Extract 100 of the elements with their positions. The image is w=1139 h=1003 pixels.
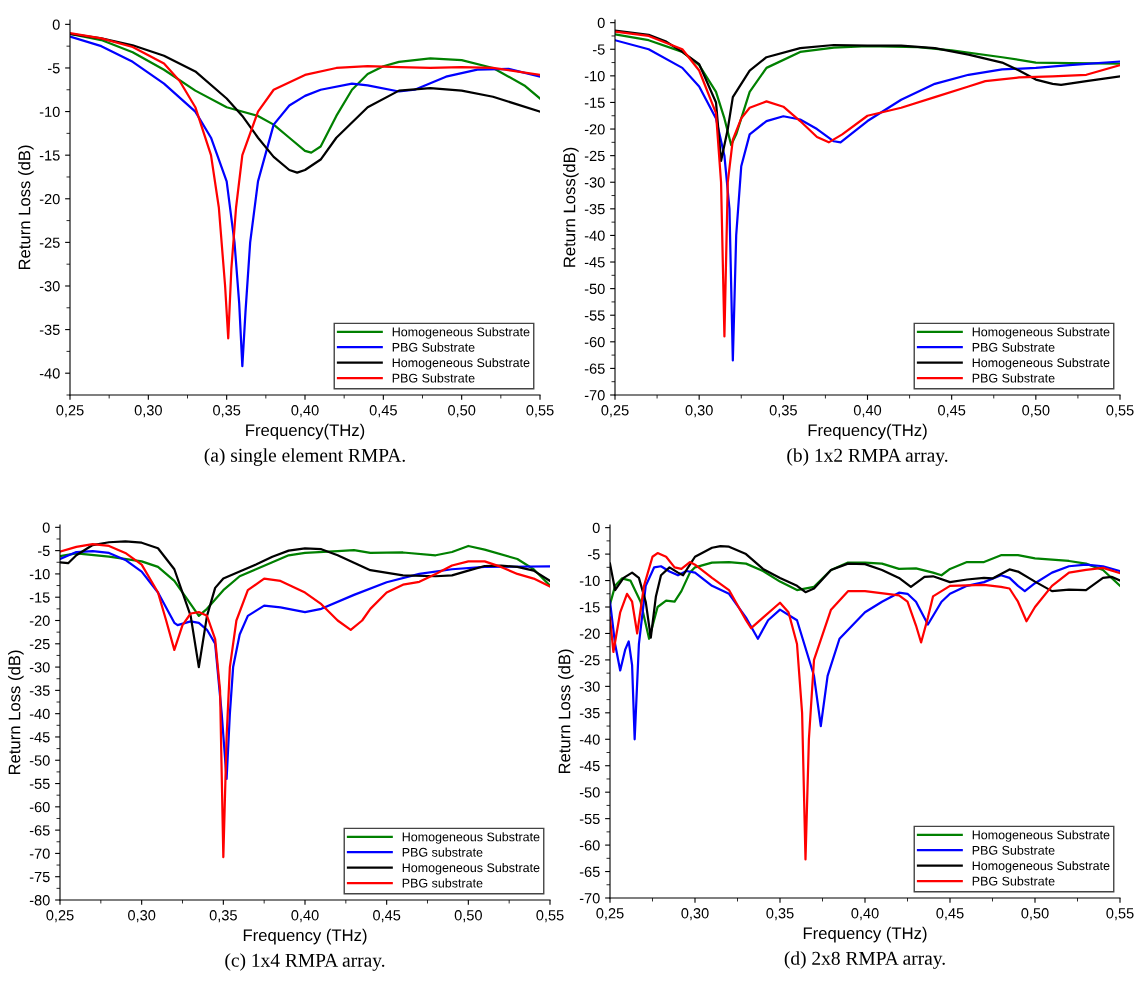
y-tick-label: -30 [39, 281, 60, 292]
legend-label: Homogeneous Substrate [402, 862, 540, 875]
text: (d) 2x8 RMPA array. [784, 951, 945, 969]
y-tick-label: -15 [29, 592, 50, 603]
y-axis-title: Return Loss (dB) [558, 649, 574, 774]
text: (a) single element RMPA. [204, 448, 405, 466]
y-tick-label: -20 [584, 124, 605, 135]
x-tick-label: 0,30 [134, 405, 162, 418]
x-tick-label: 0,50 [1021, 908, 1049, 921]
y-tick-label: 0 [42, 522, 50, 533]
x-tick-label: 0,45 [936, 908, 964, 921]
legend-label: PBG Substrate [972, 373, 1055, 383]
legend-label: PBG Substrate [972, 845, 1055, 855]
y-tick-label: -35 [29, 685, 50, 696]
x-tick-label: 0,40 [851, 908, 879, 921]
y-tick-label: -70 [29, 848, 50, 859]
legend-label: PBG Substrate [392, 373, 475, 383]
y-axis-title: Return Loss (dB) [18, 145, 34, 270]
y-tick-label: -10 [584, 70, 605, 82]
y-tick-label: -35 [579, 707, 600, 719]
x-tick-label: 0,35 [213, 405, 241, 418]
y-tick-label: -10 [29, 569, 50, 580]
x-axis-title: Frequency (THz) [243, 928, 367, 945]
y-tick-label: -25 [579, 655, 600, 666]
legend-label: Homogeneous Substrate [392, 327, 530, 339]
x-tick-label: 0,30 [128, 910, 156, 923]
y-tick-label: -20 [29, 615, 50, 626]
y-tick-label: -45 [584, 257, 605, 268]
y-tick-label: -25 [39, 237, 60, 248]
x-tick-label: 0,55 [526, 405, 554, 418]
y-tick-label: -55 [584, 310, 605, 321]
legend-label: Homogeneous Substrate [972, 860, 1110, 873]
x-tick-label: 0,40 [853, 405, 882, 418]
y-tick-label: -25 [29, 638, 50, 650]
y-tick-label: -75 [29, 871, 50, 883]
y-tick-label: -60 [29, 801, 50, 813]
legend-label: Homogeneous Substrate [972, 327, 1110, 339]
y-tick-label: -65 [579, 866, 600, 877]
x-tick-label: 0,50 [448, 405, 476, 418]
text: (b) 1x2 RMPA array. [787, 448, 948, 466]
y-tick-label: -40 [29, 708, 50, 720]
y-tick-label: 0 [592, 522, 600, 534]
y-tick-label: -35 [39, 324, 60, 336]
x-tick-label: 0,55 [1106, 405, 1134, 418]
x-tick-label: 0,35 [769, 405, 797, 418]
x-tick-label: 0,45 [938, 405, 966, 418]
y-tick-label: 0 [52, 19, 60, 30]
y-tick-label: -20 [39, 193, 60, 205]
legend-label: PBG Substrate [972, 342, 1055, 352]
y-tick-label: -40 [584, 230, 605, 241]
y-tick-label: -80 [29, 895, 50, 906]
y-tick-label: -15 [39, 150, 60, 161]
y-tick-label: -65 [29, 825, 50, 836]
y-tick-label: -30 [579, 681, 600, 692]
x-tick-label: 0,45 [373, 910, 401, 923]
x-axis-title: Frequency(THz) [808, 423, 927, 440]
y-tick-label: -55 [29, 778, 50, 789]
x-tick-label: 0,25 [46, 910, 74, 923]
y-tick-label: -60 [584, 336, 605, 348]
y-tick-label: -15 [579, 602, 600, 613]
y-tick-label: -15 [584, 97, 605, 108]
y-tick-label: -70 [579, 893, 600, 904]
y-axis-title: Return Loss(dB) [563, 147, 579, 267]
legend-label: Homogeneous Substrate [972, 830, 1110, 842]
x-tick-label: 0,40 [291, 910, 319, 923]
x-tick-label: 0,35 [766, 908, 794, 921]
legend-label: PBG Substrate [392, 342, 475, 352]
x-axis-title: Frequency (THz) [803, 926, 927, 943]
legend-label: Homogeneous Substrate [402, 832, 540, 844]
x-tick-label: 0,50 [454, 910, 482, 923]
x-tick-label: 0,25 [601, 405, 629, 418]
y-tick-label: -35 [584, 203, 605, 215]
x-tick-label: 0,40 [291, 405, 319, 418]
y-tick-label: -50 [579, 787, 600, 798]
legend-label: PBG substrate [402, 847, 483, 857]
x-tick-label: 0,55 [1106, 908, 1134, 921]
y-tick-label: -55 [579, 813, 600, 825]
y-tick-label: 0 [597, 17, 605, 29]
y-tick-label: -5 [592, 44, 605, 55]
legend-label: Homogeneous Substrate [392, 357, 530, 370]
line-series [60, 549, 550, 780]
y-tick-label: -5 [37, 545, 50, 557]
y-tick-label: -50 [584, 283, 605, 295]
x-axis-title: Frequency(THz) [246, 423, 365, 440]
y-tick-label: -5 [47, 63, 60, 74]
y-tick-label: -65 [584, 363, 605, 374]
line-series [60, 544, 550, 617]
y-tick-label: -70 [584, 390, 605, 401]
legend-label: PBG Substrate [972, 876, 1055, 886]
y-tick-label: -45 [579, 760, 600, 772]
y-tick-label: -45 [29, 732, 50, 743]
x-tick-label: 0,25 [596, 908, 624, 921]
y-tick-label: -5 [587, 549, 600, 560]
x-tick-label: 0,30 [681, 908, 709, 921]
y-tick-label: -25 [584, 150, 605, 162]
y-tick-label: -40 [579, 734, 600, 745]
y-tick-label: -30 [29, 662, 50, 673]
text: (c) 1x4 RMPA array. [225, 953, 385, 971]
x-tick-label: 0,45 [369, 405, 397, 418]
legend-label: PBG substrate [402, 878, 483, 888]
